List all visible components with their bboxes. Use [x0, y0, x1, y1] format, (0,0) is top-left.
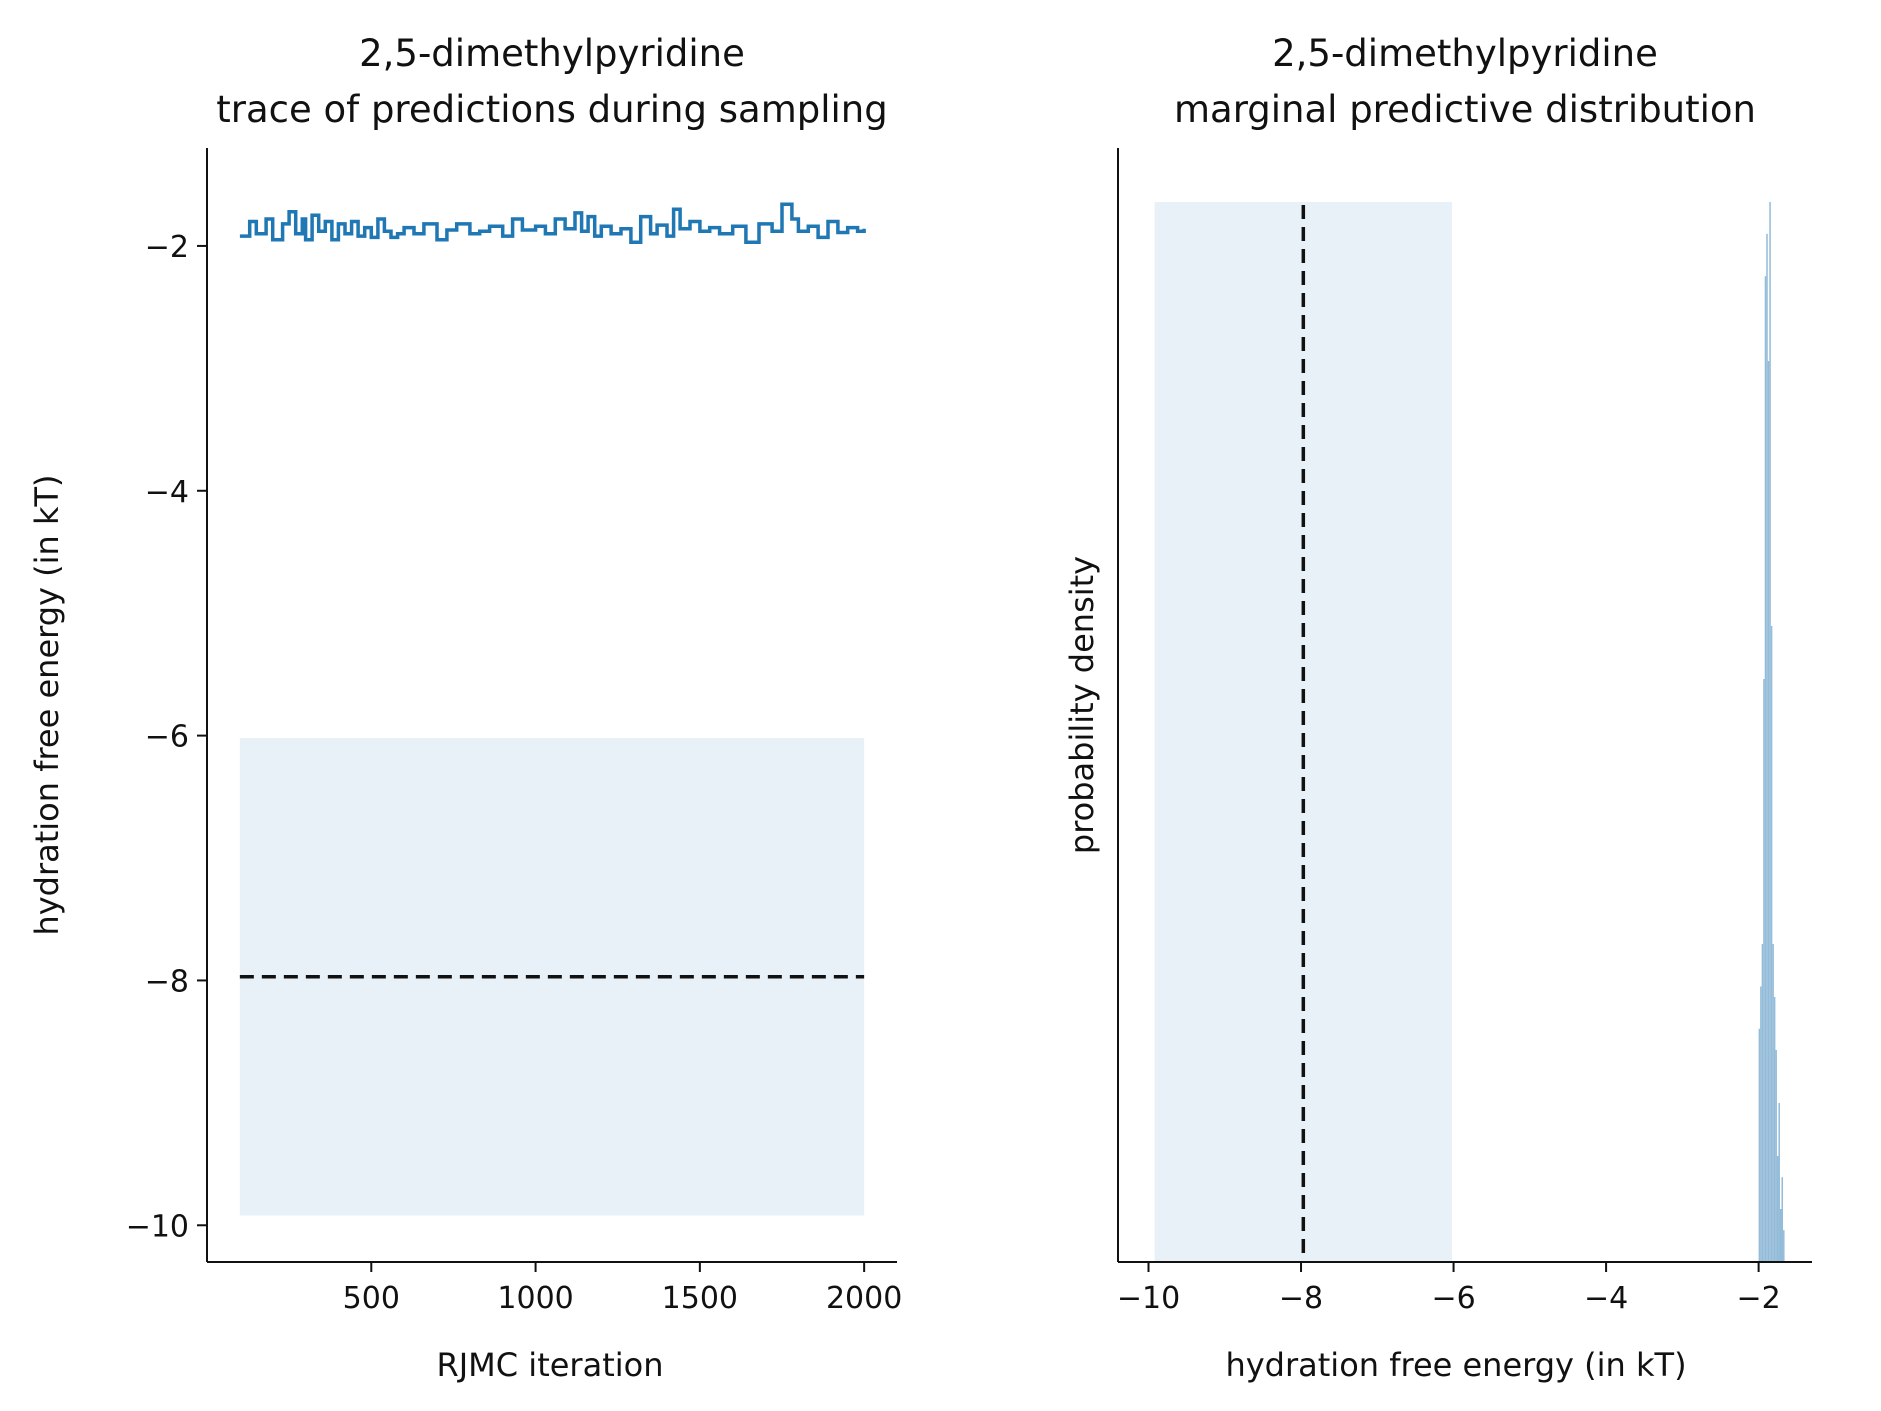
trace-title-line2: trace of predictions during sampling: [216, 88, 887, 131]
histogram-bar: [1767, 361, 1770, 1262]
histogram-bar: [1773, 997, 1776, 1262]
trace-title-line1: 2,5-dimethylpyridine: [359, 32, 745, 75]
distribution-title-line2: marginal predictive distribution: [1174, 88, 1756, 131]
trace-plot-area: [239, 202, 866, 1216]
distribution-y-axis-label: probability density: [1063, 556, 1101, 854]
distribution-x-tick-label: −2: [1736, 1281, 1780, 1316]
distribution-x-tick-label: −4: [1584, 1281, 1628, 1316]
histogram-bar: [1761, 944, 1764, 1262]
histogram-bar: [1781, 1177, 1784, 1262]
distribution-title-line1: 2,5-dimethylpyridine: [1272, 32, 1658, 75]
trace-y-axis-label: hydration free energy (in kT): [28, 474, 66, 935]
histogram-bar: [1772, 944, 1774, 1262]
histogram-bar: [1764, 276, 1767, 1262]
histogram-bar: [1758, 1028, 1761, 1262]
histogram-bar: [1783, 1230, 1785, 1262]
trace-y-tick-label: −2: [145, 230, 189, 265]
trace-x-tick-label: 2000: [826, 1281, 902, 1316]
distribution-panel: 2,5-dimethylpyridine marginal predictive…: [1063, 32, 1812, 1384]
trace-y-tick-label: −10: [126, 1209, 189, 1244]
trace-x-tick-label: 1000: [497, 1281, 573, 1316]
histogram-bar: [1760, 986, 1762, 1262]
trace-x-axis-label: RJMC iteration: [437, 1346, 664, 1384]
distribution-x-axis-label: hydration free energy (in kT): [1225, 1346, 1686, 1384]
histogram-bar: [1775, 1050, 1777, 1262]
histogram-bar: [1779, 1209, 1782, 1262]
distribution-x-tick-label: −6: [1431, 1281, 1475, 1316]
trace-y-ticks: −10 −8 −6 −4 −2: [126, 230, 207, 1244]
histogram-bar: [1776, 1156, 1779, 1262]
trace-y-tick-label: −6: [145, 720, 189, 755]
trace-x-tick-label: 500: [343, 1281, 400, 1316]
histogram-bar: [1778, 1103, 1780, 1262]
trace-series-line: [239, 202, 866, 245]
histogram-bar: [1766, 233, 1768, 1262]
distribution-x-tick-label: −10: [1117, 1281, 1180, 1316]
trace-x-tick-label: 1500: [662, 1281, 738, 1316]
histogram-bar: [1770, 626, 1773, 1262]
histogram-bar: [1763, 679, 1765, 1262]
histogram-bar: [1769, 202, 1771, 1262]
distribution-x-tick-label: −8: [1279, 1281, 1323, 1316]
trace-y-tick-label: −4: [145, 475, 189, 510]
distribution-x-ticks: −10 −8 −6 −4 −2: [1117, 1262, 1781, 1316]
distribution-plot-area: [1154, 202, 1785, 1262]
trace-y-tick-label: −8: [145, 964, 189, 999]
trace-x-ticks: 500 1000 1500 2000: [343, 1262, 902, 1316]
trace-panel: 2,5-dimethylpyridine trace of prediction…: [28, 32, 902, 1384]
